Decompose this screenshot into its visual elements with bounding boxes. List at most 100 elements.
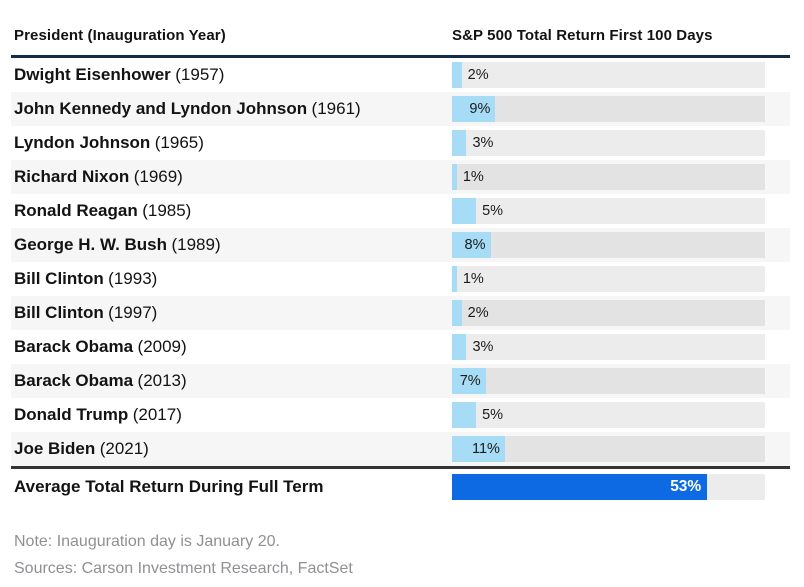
inauguration-year: (2013)	[137, 371, 187, 390]
president-cell: Bill Clinton (1997)	[11, 303, 452, 323]
president-cell: Dwight Eisenhower (1957)	[11, 65, 452, 85]
bar-cell: 5%	[452, 402, 790, 428]
president-name: Dwight Eisenhower	[14, 65, 171, 84]
return-bar: 8%	[452, 232, 491, 258]
return-bar	[452, 130, 467, 156]
return-value-label: 1%	[462, 169, 484, 185]
president-cell: Bill Clinton (1993)	[11, 269, 452, 289]
inauguration-year: (2009)	[137, 337, 187, 356]
president-cell: Barack Obama (2009)	[11, 337, 452, 357]
inauguration-year: (1989)	[171, 235, 221, 254]
table-row: Bill Clinton (1993) 1%	[11, 262, 790, 296]
return-value-label: 5%	[482, 407, 504, 423]
table-row: Ronald Reagan (1985) 5%	[11, 194, 790, 228]
inauguration-year: (1957)	[175, 65, 225, 84]
return-value-label: 9%	[469, 101, 491, 117]
president-name: Bill Clinton	[14, 303, 104, 322]
president-name: Donald Trump	[14, 405, 129, 424]
return-value-label: 5%	[482, 203, 504, 219]
president-name: Joe Biden	[14, 439, 96, 458]
bar-track: 5%	[452, 198, 765, 224]
bar-cell: 2%	[452, 62, 790, 88]
return-value-label: 8%	[464, 237, 486, 253]
president-name: Richard Nixon	[14, 167, 130, 186]
footnotes: Note: Inauguration day is January 20. So…	[11, 528, 804, 582]
table-body: Dwight Eisenhower (1957) 2% John Kennedy…	[11, 58, 790, 466]
bar-cell: 3%	[452, 334, 790, 360]
president-cell: Richard Nixon (1969)	[11, 167, 452, 187]
column-header-return: S&P 500 Total Return First 100 Days	[452, 27, 713, 44]
bar-track: 3%	[452, 130, 765, 156]
inauguration-year: (1965)	[154, 133, 204, 152]
inauguration-year: (1997)	[108, 303, 158, 322]
average-return-bar: 53%	[452, 474, 708, 500]
president-name: John Kennedy and Lyndon Johnson	[14, 99, 308, 118]
bar-cell: 5%	[452, 198, 790, 224]
table-header-row: President (Inauguration Year) S&P 500 To…	[11, 27, 790, 55]
column-header-president: President (Inauguration Year)	[14, 27, 226, 44]
president-cell: Joe Biden (2021)	[11, 439, 452, 459]
president-cell: Donald Trump (2017)	[11, 405, 452, 425]
president-name: Ronald Reagan	[14, 201, 138, 220]
bar-track: 9%	[452, 96, 765, 122]
table-row: John Kennedy and Lyndon Johnson (1961) 9…	[11, 92, 790, 126]
bar-track: 3%	[452, 334, 765, 360]
bar-cell: 1%	[452, 266, 790, 292]
return-value-label: 11%	[472, 441, 500, 457]
bar-cell: 2%	[452, 300, 790, 326]
return-value-label: 2%	[467, 67, 489, 83]
inauguration-year: (1993)	[108, 269, 158, 288]
note-line: Note: Inauguration day is January 20.	[14, 533, 280, 550]
return-bar: 9%	[452, 96, 496, 122]
bar-track: 11%	[452, 436, 765, 462]
bar-track: 7%	[452, 368, 765, 394]
sources-line: Sources: Carson Investment Research, Fac…	[14, 560, 353, 577]
inauguration-year: (2017)	[132, 405, 182, 424]
table-row: Dwight Eisenhower (1957) 2%	[11, 58, 790, 92]
president-cell: Lyndon Johnson (1965)	[11, 133, 452, 153]
return-bar	[452, 62, 462, 88]
table-row: Joe Biden (2021) 11%	[11, 432, 790, 466]
bar-cell: 7%	[452, 368, 790, 394]
bar-track: 1%	[452, 164, 765, 190]
summary-label: Average Total Return During Full Term	[14, 477, 324, 496]
bar-track: 2%	[452, 62, 765, 88]
president-name: Bill Clinton	[14, 269, 104, 288]
return-bar: 7%	[452, 368, 486, 394]
summary-row: Average Total Return During Full Term 53…	[11, 469, 790, 505]
president-name: George H. W. Bush	[14, 235, 168, 254]
president-cell: John Kennedy and Lyndon Johnson (1961)	[11, 99, 452, 119]
president-name: Barack Obama	[14, 371, 134, 390]
table-row: Bill Clinton (1997) 2%	[11, 296, 790, 330]
table-row: Richard Nixon (1969) 1%	[11, 160, 790, 194]
bar-track: 8%	[452, 232, 765, 258]
president-cell: Ronald Reagan (1985)	[11, 201, 452, 221]
return-bar	[452, 300, 462, 326]
president-name: Lyndon Johnson	[14, 133, 151, 152]
bar-cell: 8%	[452, 232, 790, 258]
bar-cell: 9%	[452, 96, 790, 122]
inauguration-year: (2021)	[99, 439, 149, 458]
return-bar	[452, 334, 467, 360]
president-name: Barack Obama	[14, 337, 134, 356]
table-row: George H. W. Bush (1989) 8%	[11, 228, 790, 262]
president-cell: Barack Obama (2013)	[11, 371, 452, 391]
returns-table: President (Inauguration Year) S&P 500 To…	[11, 27, 790, 505]
return-bar	[452, 198, 477, 224]
bar-track: 53%	[452, 474, 765, 500]
summary-label-cell: Average Total Return During Full Term	[11, 477, 452, 497]
bar-cell: 3%	[452, 130, 790, 156]
header-divider	[11, 55, 790, 58]
inauguration-year: (1985)	[142, 201, 192, 220]
summary-bar-cell: 53%	[452, 474, 790, 500]
bar-track: 2%	[452, 300, 765, 326]
bar-track: 1%	[452, 266, 765, 292]
return-value-label: 53%	[670, 478, 702, 495]
return-bar	[452, 266, 457, 292]
return-bar: 11%	[452, 436, 505, 462]
return-bar	[452, 164, 457, 190]
inauguration-year: (1969)	[133, 167, 183, 186]
table-row: Barack Obama (2009) 3%	[11, 330, 790, 364]
bar-cell: 11%	[452, 436, 790, 462]
bar-track: 5%	[452, 402, 765, 428]
